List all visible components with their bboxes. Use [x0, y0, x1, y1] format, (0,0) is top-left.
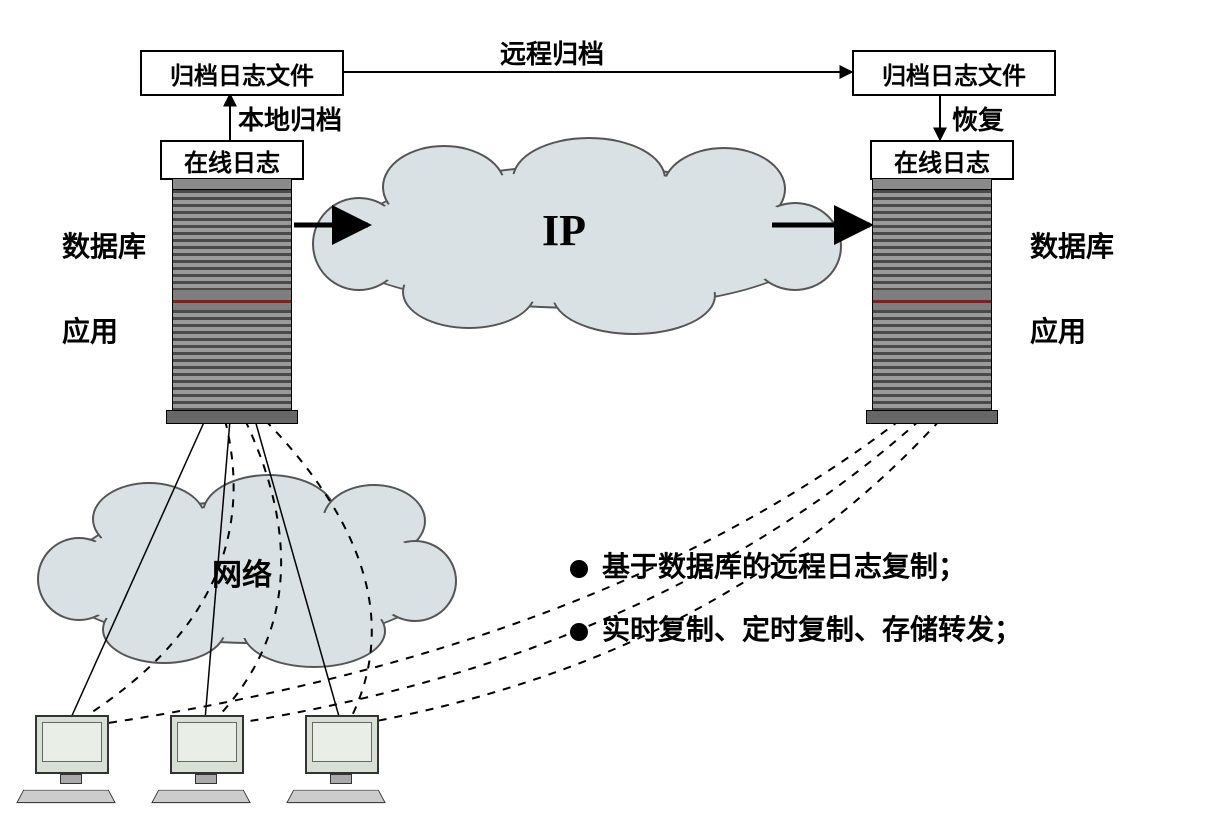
archive-log-left-box: 归档日志文件: [140, 50, 344, 96]
archive-log-right-text: 归档日志文件: [882, 56, 1026, 91]
server-left: [172, 178, 292, 424]
database-right-label: 数据库: [1030, 225, 1114, 265]
archive-log-left-text: 归档日志文件: [170, 56, 314, 91]
archive-log-right-box: 归档日志文件: [852, 50, 1056, 96]
local-archive-label: 本地归档: [238, 100, 342, 137]
online-log-right-text: 在线日志: [894, 143, 990, 178]
remote-archive-label: 远程归档: [500, 34, 604, 71]
database-left-label: 数据库: [62, 225, 146, 265]
online-log-left-text: 在线日志: [184, 143, 280, 178]
bullet-1: 基于数据库的远程日志复制；: [570, 545, 966, 585]
ip-label: IP: [542, 205, 586, 256]
bullet-1-text: 基于数据库的远程日志复制；: [602, 552, 966, 583]
bullet-2-text: 实时复制、定时复制、存储转发；: [602, 615, 1022, 646]
network-cloud: 网络: [60, 500, 434, 644]
network-label: 网络: [212, 550, 272, 594]
bullet-icon: [570, 560, 588, 578]
online-log-left-box: 在线日志: [160, 140, 304, 180]
ip-cloud: IP: [340, 165, 814, 309]
server-right: [872, 178, 992, 424]
app-left-label: 应用: [62, 310, 118, 350]
client-pc-2: [155, 715, 255, 815]
bullet-2: 实时复制、定时复制、存储转发；: [570, 608, 1022, 648]
bullet-icon: [570, 623, 588, 641]
online-log-right-box: 在线日志: [870, 140, 1014, 180]
recover-label: 恢复: [952, 100, 1004, 137]
app-right-label: 应用: [1030, 310, 1086, 350]
diagram-stage: IP 网络: [0, 0, 1226, 838]
client-pc-3: [290, 715, 390, 815]
client-pc-1: [20, 715, 120, 815]
